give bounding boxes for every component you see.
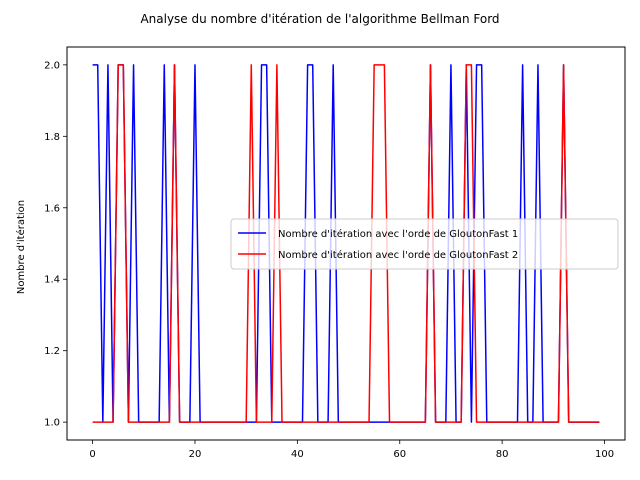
x-tick-label: 40 <box>291 449 304 460</box>
y-axis-label: Nombre d'itération <box>15 200 27 294</box>
y-tick-label: 1.8 <box>44 132 60 143</box>
x-tick-label: 0 <box>89 449 95 460</box>
y-tick-label: 1.2 <box>44 346 60 357</box>
legend: Nombre d'itération avec l'orde de Glouto… <box>230 218 619 270</box>
y-tick-label: 1.0 <box>44 418 60 429</box>
x-tick-label: 80 <box>496 449 509 460</box>
x-tick-label: 60 <box>393 449 406 460</box>
series-line-2 <box>92 64 600 423</box>
y-tick-label: 1.6 <box>44 203 60 214</box>
plot-area-frame <box>66 46 626 441</box>
legend-box <box>230 218 619 270</box>
y-tick-label: 2.0 <box>44 60 60 71</box>
x-tick-label: 100 <box>595 449 614 460</box>
x-tick-label: 20 <box>189 449 202 460</box>
y-tick-label: 1.4 <box>44 275 60 286</box>
legend-label-2: Nombre d'itération avec l'orde de Glouto… <box>278 249 518 261</box>
axis-ticks: 0 20 40 60 80 100 1.0 1.2 1.4 1.6 1.8 2.0 <box>44 60 614 460</box>
chart-title: Analyse du nombre d'itération de l'algor… <box>140 12 499 26</box>
legend-label-1: Nombre d'itération avec l'orde de Glouto… <box>278 228 518 240</box>
plot-lines <box>92 64 600 423</box>
